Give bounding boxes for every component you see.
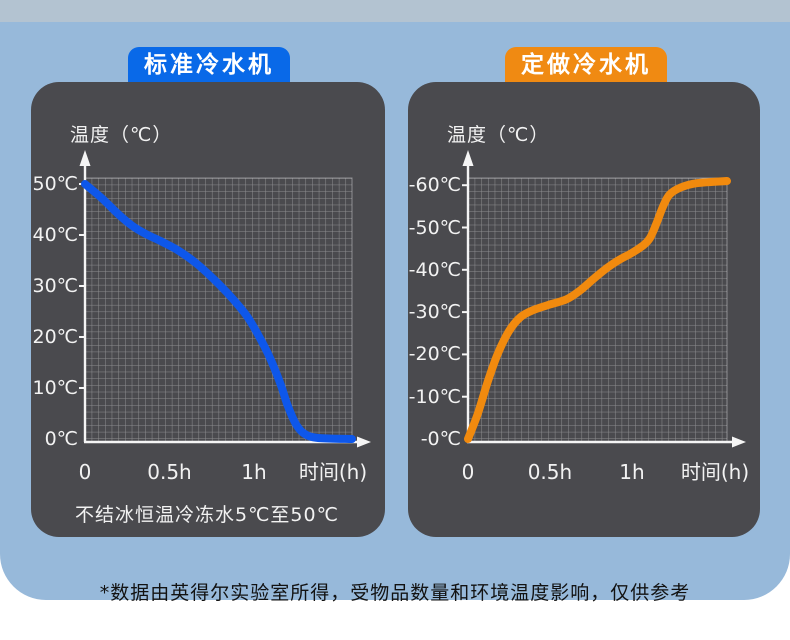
- y-tick-label: -20℃: [408, 343, 461, 366]
- x-axis-title: 时间(h): [680, 460, 750, 484]
- x-tick-label: 0: [461, 460, 475, 484]
- x-tick-label: 0: [78, 460, 92, 484]
- y-tick-label: -10℃: [408, 385, 461, 408]
- x-tick-label: 0.5h: [147, 460, 192, 484]
- chart-canvas: [462, 150, 746, 448]
- standard-chiller-column: 标准冷水机 温度（℃） 0℃ 10℃ 20℃ 30℃ 40℃ 50℃ 0 0.5h 1h 时间(…: [31, 47, 385, 537]
- standard-chiller-note: 不结冰恒温冷冻水5℃至50℃: [75, 504, 339, 526]
- x-axis-title: 时间(h): [298, 460, 368, 484]
- x-tick-label: 1h: [241, 460, 267, 484]
- y-axis-title: 温度（℃）: [70, 124, 173, 146]
- y-tick-label: 20℃: [32, 326, 78, 348]
- y-tick-label: -40℃: [408, 258, 461, 281]
- standard-chiller-panel: 温度（℃） 0℃ 10℃ 20℃ 30℃ 40℃ 50℃ 0 0.5h 1h 时间(h) 不结冰…: [31, 82, 385, 537]
- y-tick-label: -0℃: [420, 428, 461, 450]
- y-tick-label: 40℃: [32, 224, 78, 246]
- x-tick-label: 1h: [619, 460, 645, 484]
- background-panel: 标准冷水机 温度（℃） 0℃ 10℃ 20℃ 30℃ 40℃ 50℃ 0 0.5h 1h 时间(…: [0, 22, 790, 604]
- standard-chiller-tab: 标准冷水机: [128, 47, 290, 83]
- y-tick-label: 30℃: [32, 275, 78, 297]
- y-axis-title: 温度（℃）: [447, 124, 550, 146]
- y-tick-label: 50℃: [32, 173, 78, 195]
- y-tick-label: 10℃: [32, 377, 78, 399]
- x-tick-label: 0.5h: [527, 460, 573, 484]
- chart-canvas: [79, 150, 371, 448]
- y-tick-label: -50℃: [408, 216, 461, 239]
- footer-disclaimer: *数据由英得尔实验室所得，受物品数量和环境温度影响，仅供参考: [99, 582, 691, 604]
- custom-chiller-panel: 温度（℃） -0℃ -10℃ -20℃ -30℃ -40℃ -50℃ -60℃ 0 0.5h 1h…: [408, 82, 760, 537]
- y-tick-label: -30℃: [408, 301, 461, 324]
- custom-chiller-column: 定做冷水机 温度（℃） -0℃ -10℃ -20℃ -30℃ -40℃ -50℃ -60℃ 0…: [408, 47, 760, 537]
- y-tick-label: 0℃: [44, 428, 78, 450]
- y-tick-label: -60℃: [408, 174, 461, 197]
- custom-chiller-tab: 定做冷水机: [505, 47, 667, 83]
- top-strip: [0, 0, 790, 22]
